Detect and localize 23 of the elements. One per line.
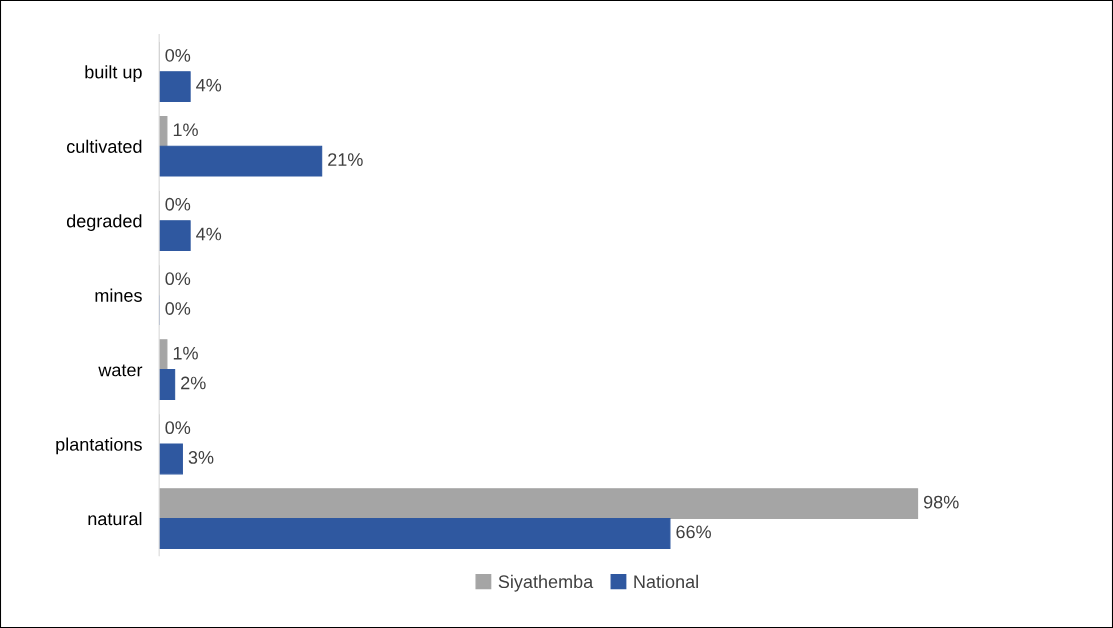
y-tick-label: plantations xyxy=(56,437,142,455)
data-label: 4% xyxy=(196,78,222,92)
data-label: 0% xyxy=(165,272,191,286)
data-label: 4% xyxy=(196,227,222,241)
y-tick-label: water xyxy=(98,364,143,377)
legend-label: National xyxy=(634,574,698,589)
data-label: 98% xyxy=(923,495,959,509)
y-tick-label: mines xyxy=(95,288,142,302)
data-label: 0% xyxy=(165,197,191,211)
data-label: 1% xyxy=(173,123,198,137)
data-label: 21% xyxy=(328,153,363,166)
y-tick-label: built up xyxy=(85,65,142,83)
y-tick-label: degraded xyxy=(66,214,142,231)
data-label: 0% xyxy=(165,48,191,62)
data-label: 1% xyxy=(173,346,198,360)
y-tick-label: natural xyxy=(88,512,142,526)
data-label: 3% xyxy=(188,451,214,464)
y-tick-label: cultivated xyxy=(66,139,142,153)
data-label: 66% xyxy=(676,525,711,539)
data-label: 0% xyxy=(165,421,191,435)
data-label: 2% xyxy=(181,376,206,390)
data-label: 0% xyxy=(165,302,191,315)
legend-label: Siyathemba xyxy=(498,574,594,592)
